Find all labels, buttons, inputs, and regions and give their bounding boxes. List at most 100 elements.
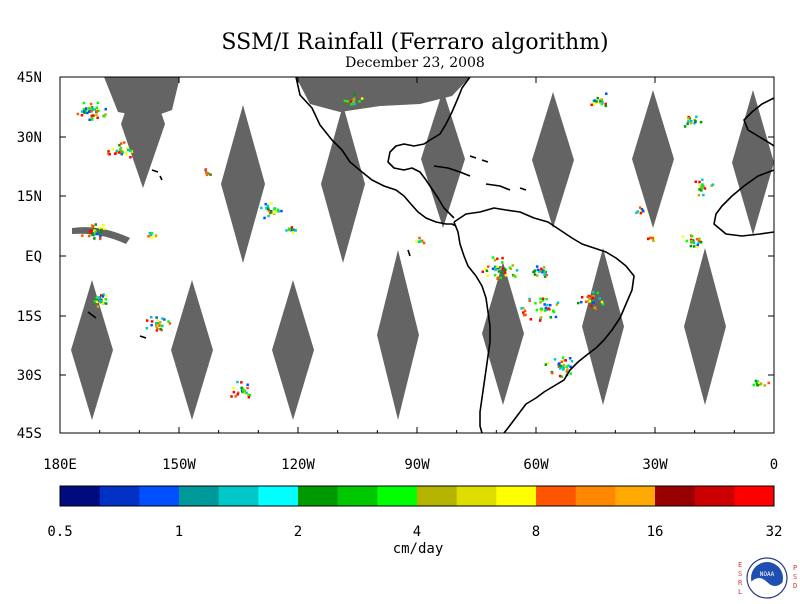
rain-cell [590, 295, 594, 298]
rain-cell [756, 383, 759, 386]
rain-cell [89, 107, 93, 110]
rain-cell [236, 393, 239, 396]
rain-cell [522, 306, 525, 310]
coast-pacific-islands [87, 169, 411, 339]
rain-cell [561, 368, 565, 371]
rain-cell [538, 319, 542, 322]
rain-cell [543, 303, 546, 306]
colorbar-tick-labels: 0.5 1 2 4 8 16 32 [47, 524, 782, 540]
rain-cell [560, 360, 563, 363]
rain-cell [692, 239, 695, 242]
rain-cell [91, 108, 94, 111]
lon-tick-label: 90W [404, 457, 430, 473]
rain-cell [697, 241, 700, 244]
rain-cell [155, 329, 159, 332]
noaa-emblem-icon: NOAA [746, 557, 788, 599]
rain-cell [247, 396, 251, 399]
rain-cell [481, 270, 484, 273]
rain-cell [580, 296, 584, 299]
rain-cell [242, 389, 245, 392]
rain-cell [485, 269, 489, 272]
rain-cell [104, 107, 107, 111]
lat-tick-label: 45N [17, 70, 42, 86]
nodata-swath [482, 262, 524, 405]
rain-cell [119, 146, 123, 150]
rain-cell [155, 322, 158, 325]
rain-cell [512, 274, 516, 277]
rain-cell [418, 236, 421, 240]
rain-cell [695, 237, 699, 241]
rain-cell [543, 273, 546, 277]
rain-cell [149, 233, 153, 237]
colorbar-frame [59, 485, 775, 507]
rain-cell [683, 125, 687, 128]
rain-cell [493, 273, 497, 277]
rain-cell [700, 189, 703, 192]
svg-text:D: D [793, 582, 797, 590]
nodata-swath [321, 105, 365, 263]
colorbar-swatch [615, 486, 656, 506]
rain-cell [542, 266, 546, 269]
rain-cell [595, 100, 598, 103]
rain-cell [710, 184, 713, 187]
rain-cell [588, 300, 591, 303]
colorbar [59, 485, 775, 507]
svg-text:S: S [793, 573, 797, 581]
svg-text:NOAA: NOAA [760, 571, 775, 578]
chart-title: SSM/I Rainfall (Ferraro algorithm) [221, 30, 609, 55]
rain-cell [350, 100, 354, 103]
rain-cell [593, 99, 596, 102]
rain-cell [273, 211, 276, 214]
rain-cell [93, 229, 96, 232]
lon-tick-label: 30W [642, 457, 668, 473]
nodata-swath [377, 250, 419, 420]
rain-cell [350, 103, 353, 106]
rain-cell [236, 380, 239, 384]
rain-cell [528, 297, 531, 301]
rain-cell [598, 297, 601, 300]
rain-cell [699, 120, 703, 124]
rain-cell [127, 148, 130, 152]
rain-cell [102, 223, 105, 227]
rain-cell [544, 309, 547, 312]
rain-cell [107, 150, 110, 153]
rain-cell [91, 118, 94, 121]
rain-cell [696, 243, 699, 247]
colorbar-swatch [694, 486, 735, 506]
rain-cell [698, 180, 701, 184]
rain-cell [91, 224, 95, 228]
rain-cell [681, 235, 685, 238]
rain-cell [690, 240, 693, 243]
lon-tick-label: 180E [43, 457, 77, 473]
rain-cell [494, 268, 497, 271]
rain-cell [491, 256, 495, 259]
nodata-swath [221, 105, 265, 263]
rain-cell [604, 102, 607, 106]
rain-cell [701, 178, 704, 181]
colorbar-swatch [258, 486, 299, 506]
rain-cell [248, 394, 251, 397]
rain-cell [592, 291, 595, 294]
rain-cell [111, 147, 114, 151]
rain-cell [80, 114, 84, 117]
rain-cell [568, 357, 572, 360]
rain-cell [94, 223, 97, 226]
rain-cell [346, 100, 349, 103]
rain-cell [92, 233, 96, 237]
rain-cell [156, 318, 159, 322]
rain-cell [701, 186, 704, 189]
nodata-swath [532, 92, 574, 228]
rain-cell [290, 228, 293, 231]
rain-cell [97, 109, 100, 112]
rain-cell [544, 363, 548, 366]
coast-south-america [453, 207, 635, 433]
rain-cell [129, 149, 132, 153]
rain-cell [496, 265, 499, 268]
rain-cell [125, 153, 128, 156]
rain-cell [124, 151, 128, 154]
rain-cell [503, 271, 507, 274]
colorbar-swatch [60, 486, 101, 506]
rain-cell [493, 258, 497, 262]
rain-cells [76, 92, 770, 399]
rain-cell [543, 275, 547, 278]
